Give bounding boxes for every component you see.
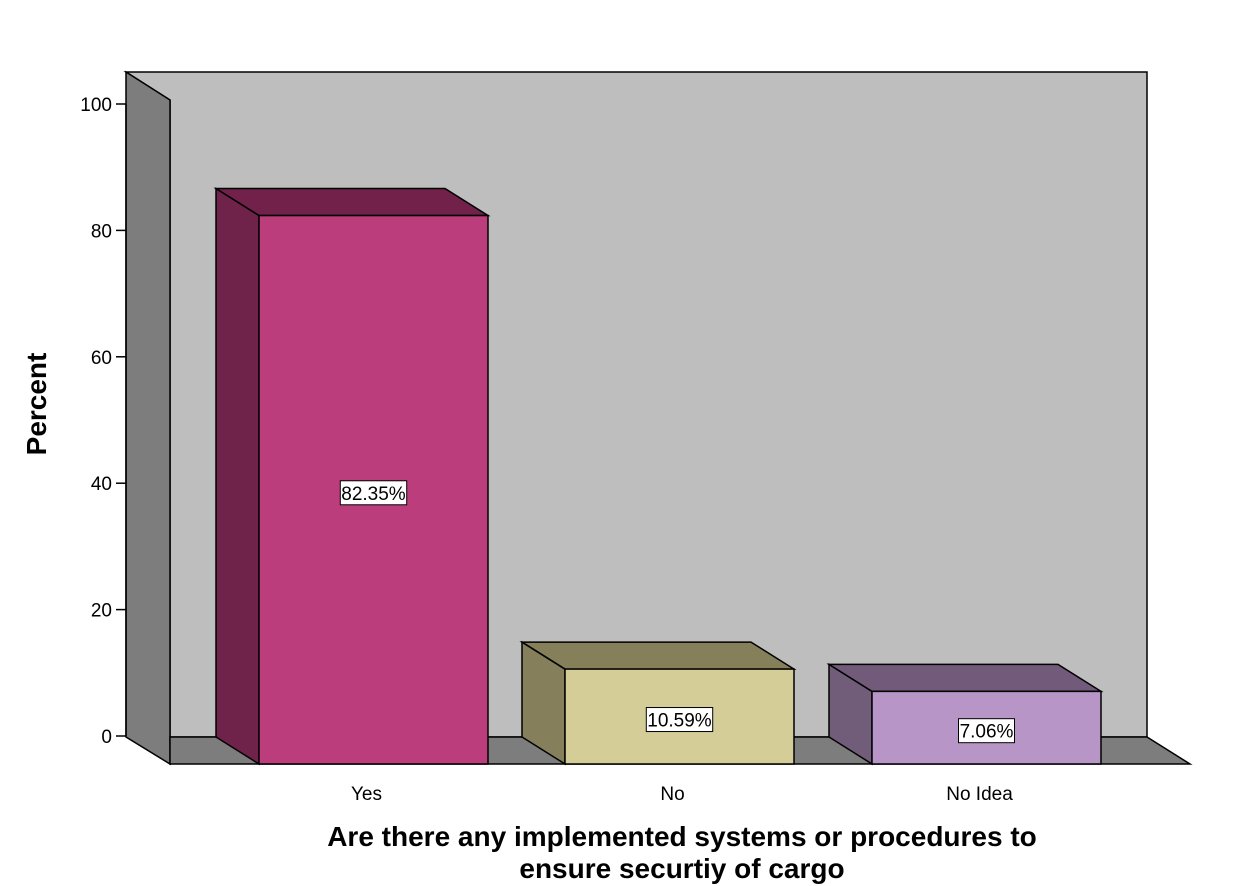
data-label-box <box>645 707 714 733</box>
x-tick-label: Yes <box>351 784 382 805</box>
bar-top <box>519 641 797 670</box>
y-tick-label: 100 <box>80 95 112 116</box>
y-tick-label: 40 <box>91 474 112 495</box>
x-axis: Yes No No Idea <box>351 784 1013 805</box>
data-label: 7.06% <box>960 722 1014 743</box>
bars: 82.35% 10.59% 7.06% <box>213 187 1104 766</box>
y-axis: 0 20 40 60 80 100 <box>80 95 127 748</box>
data-label: 82.35% <box>341 484 406 505</box>
x-tick-label: No <box>660 784 684 805</box>
data-label-box <box>958 718 1015 744</box>
data-label-box <box>339 480 408 506</box>
bar-no: 10.59% <box>519 640 797 766</box>
x-tick-label: No Idea <box>946 784 1013 805</box>
data-label: 10.59% <box>647 711 712 732</box>
bar-side <box>215 187 260 766</box>
side-wall <box>125 70 171 766</box>
x-axis-title-line-2: ensure securtiy of cargo <box>519 853 844 884</box>
bar-yes: 82.35% <box>213 187 491 766</box>
y-tick-label: 0 <box>101 727 112 748</box>
bar-top <box>213 187 491 217</box>
y-tick-label: 20 <box>91 601 112 622</box>
y-tick-label: 80 <box>91 221 112 242</box>
y-tick-label: 60 <box>91 348 112 369</box>
y-axis-title: Percent <box>21 353 52 456</box>
bar-no-idea: 7.06% <box>826 663 1104 766</box>
x-axis-title-line-1: Are there any implemented systems or pro… <box>327 821 1037 852</box>
bar-top <box>826 663 1104 693</box>
